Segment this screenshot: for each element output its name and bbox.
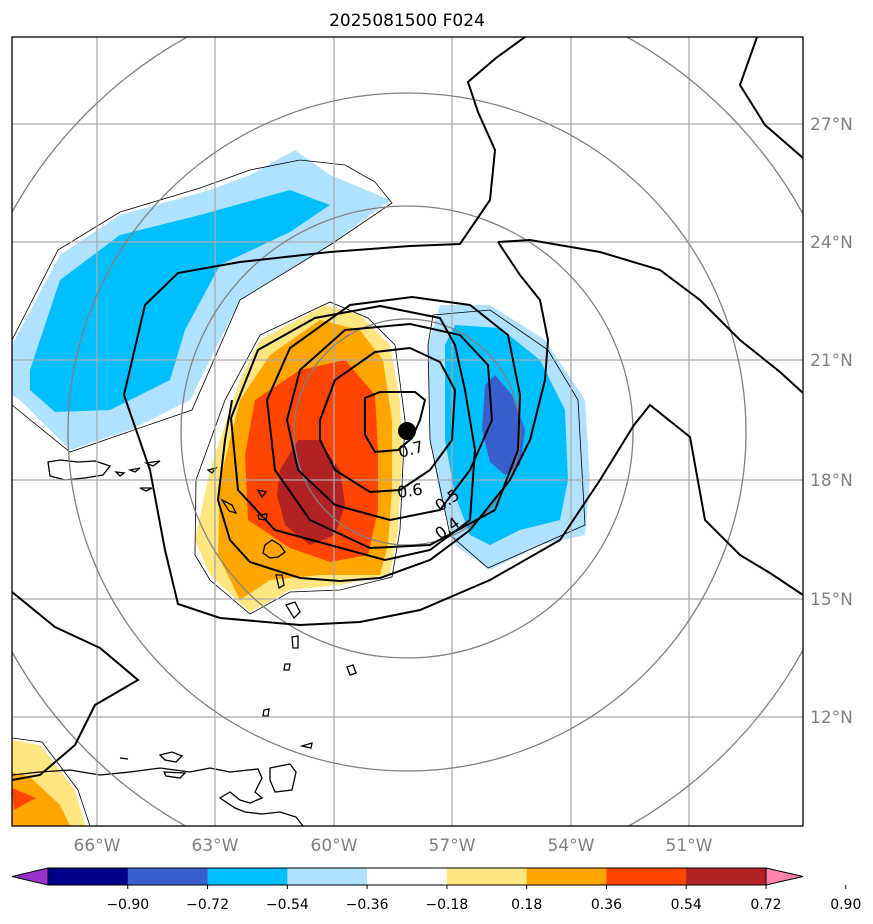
coast-st-vincent	[283, 663, 291, 671]
coast-tobago	[299, 742, 313, 749]
map-frame	[11, 36, 804, 827]
coast-virgin-island-1	[114, 471, 126, 477]
coast-grenada	[262, 708, 270, 717]
coast-tortuga	[119, 757, 129, 760]
colorbar-tick-label: 0.72	[750, 897, 781, 913]
coast-trinidad	[269, 763, 297, 793]
shading-blue-northwest	[30, 190, 330, 412]
colorbar-tick-label: −0.36	[346, 897, 389, 913]
shading-red-southwest	[12, 788, 36, 810]
colorbar-segment	[686, 868, 767, 885]
contour-0.1-southwest	[12, 591, 140, 781]
range-ring-1	[293, 318, 521, 546]
contour-0.2-east	[497, 238, 803, 394]
shading-dark-blue-east	[482, 375, 525, 475]
contour-0.3	[229, 304, 477, 562]
contour-0.2	[123, 37, 526, 396]
colorbar-segment	[606, 868, 687, 885]
longitude-labels: 66°W 63°W 60°W 57°W 54°W 51°W	[74, 836, 713, 856]
map-panel: 0.7 0.6 0.5 0.4	[11, 36, 804, 827]
colorbar-frame	[47, 867, 767, 886]
colorbar-segment	[526, 868, 607, 885]
colorbar: −0.90 −0.72 −0.54 −0.36 −0.18 0.18 0.36 0.54 0.7…	[11, 867, 861, 913]
lat-label-18n: 18°N	[810, 471, 853, 491]
graticule	[12, 37, 803, 826]
colorbar-extend-max	[765, 867, 804, 886]
coast-virgin-island-3	[143, 460, 161, 467]
colorbar-segment	[127, 868, 209, 885]
lat-label-15n: 15°N	[810, 590, 853, 610]
colorbar-segment	[287, 868, 368, 885]
coast-st-croix	[139, 487, 153, 492]
colorbar-tick-label: 0.36	[591, 897, 622, 913]
contour-label-0.6: 0.6	[396, 480, 424, 502]
coast-anguilla	[206, 466, 218, 474]
colorbar-tick-label: 0.54	[671, 897, 702, 913]
contour-lines	[12, 37, 803, 781]
lon-label-66w: 66°W	[74, 836, 121, 856]
coast-paria	[162, 771, 187, 779]
range-ring-2	[180, 205, 634, 659]
coast-guadeloupe	[262, 539, 286, 559]
coast-barbados	[346, 664, 357, 676]
coast-barbuda	[256, 488, 268, 499]
lon-label-60w: 60°W	[311, 836, 358, 856]
colorbar-tick-label: 0.18	[511, 897, 542, 913]
map-title: 2025081500 F024	[329, 11, 485, 31]
lon-label-51w: 51°W	[666, 836, 713, 856]
storm-center-marker	[398, 422, 416, 440]
outline-east	[427, 309, 586, 569]
shading-orange-southwest	[12, 772, 70, 826]
colorbar-tick-label: 0.90	[830, 897, 861, 913]
coast-st-kitts	[220, 498, 238, 515]
colorbar-segment	[48, 868, 129, 885]
colorbar-segment	[446, 868, 528, 885]
range-rings	[12, 37, 803, 826]
colorbar-extend-min	[11, 867, 49, 886]
coast-venezuela	[12, 767, 304, 826]
outline-northwest	[12, 159, 393, 453]
lat-label-12n: 12°N	[810, 708, 853, 728]
latitude-labels: 27°N 24°N 21°N 18°N 15°N 12°N	[810, 115, 853, 728]
range-ring-3	[67, 92, 747, 772]
lat-label-24n: 24°N	[810, 233, 853, 253]
contour-0.2-arc	[216, 241, 550, 583]
contour-0.2-south	[123, 394, 803, 627]
lon-label-54w: 54°W	[548, 836, 595, 856]
coast-margarita	[158, 751, 184, 763]
contour-0.5	[285, 322, 494, 522]
lon-label-57w: 57°W	[429, 836, 476, 856]
coast-dominica	[275, 574, 285, 590]
colorbar-segment	[367, 868, 448, 885]
coast-virgin-island-2	[127, 467, 141, 473]
contour-0.1-northeast	[738, 37, 803, 159]
colorbar-tick-label: −0.72	[186, 897, 229, 913]
outline-southwest	[12, 737, 91, 826]
shaded-field	[12, 150, 590, 826]
lat-label-21n: 21°N	[810, 351, 853, 371]
coast-martinique	[285, 601, 301, 620]
lon-label-63w: 63°W	[192, 836, 239, 856]
lat-label-27n: 27°N	[810, 115, 853, 135]
contour-0.4	[265, 295, 522, 550]
colorbar-tick-label: −0.18	[425, 897, 468, 913]
coast-st-lucia	[291, 635, 299, 649]
contour-0.7	[364, 391, 427, 454]
colorbar-tick-label: −0.54	[266, 897, 309, 913]
colorbar-tick-label: −0.90	[106, 897, 149, 913]
contour-0.6	[319, 346, 457, 494]
colorbar-segment	[207, 868, 288, 885]
